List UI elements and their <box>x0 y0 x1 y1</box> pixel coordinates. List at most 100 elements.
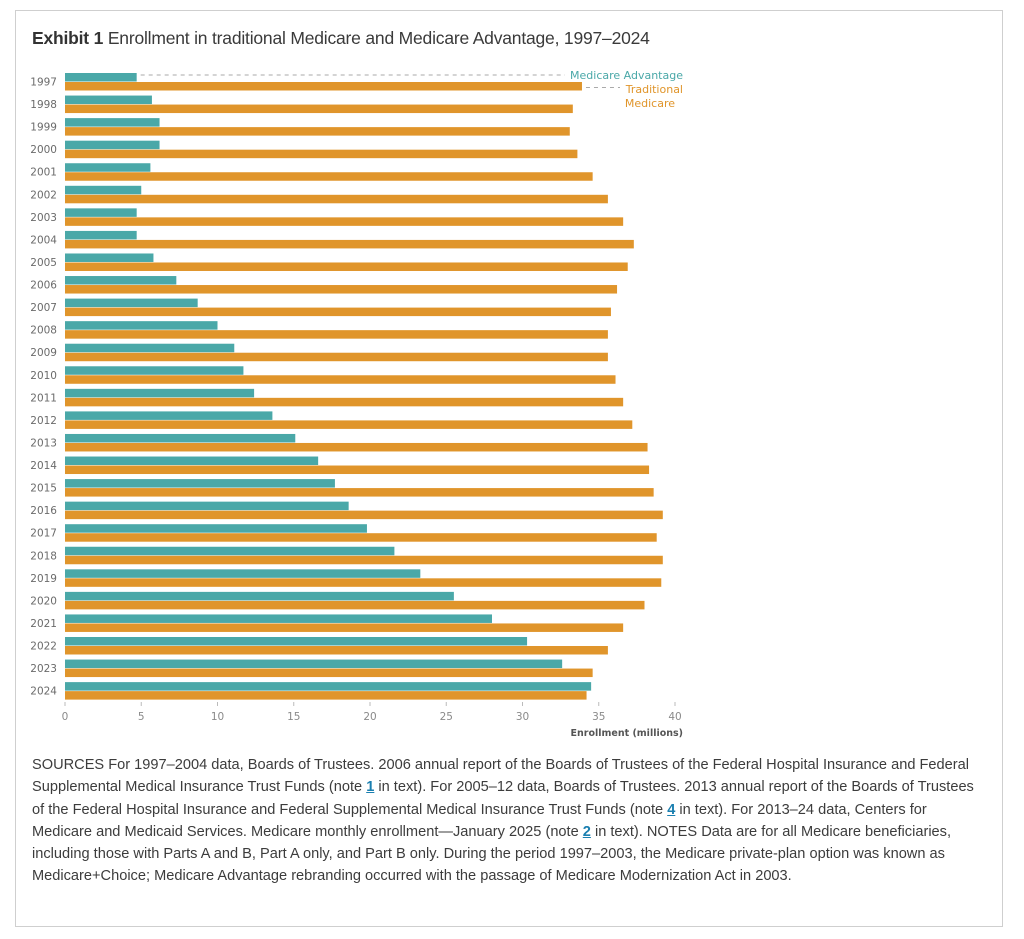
year-label-2017: 2017 <box>30 528 57 540</box>
x-tick-label-10: 10 <box>211 711 224 723</box>
year-label-2004: 2004 <box>30 234 57 246</box>
note-link-2[interactable]: 2 <box>582 823 591 840</box>
year-label-2009: 2009 <box>30 347 57 359</box>
year-label-2001: 2001 <box>30 167 57 179</box>
year-label-1997: 1997 <box>30 77 57 89</box>
year-label-2014: 2014 <box>30 460 57 472</box>
bar-medicare-advantage-2017 <box>65 524 367 533</box>
year-label-2005: 2005 <box>30 257 57 269</box>
bar-traditional-medicare-2013 <box>65 442 648 452</box>
legend-label-traditional-medicare-line-2: Medicare <box>625 97 675 110</box>
bar-traditional-medicare-2023 <box>65 668 593 678</box>
year-label-2002: 2002 <box>30 189 57 201</box>
bar-traditional-medicare-1999 <box>65 127 570 136</box>
bar-traditional-medicare-2019 <box>65 578 662 587</box>
bar-medicare-advantage-2010 <box>65 366 244 375</box>
year-label-2013: 2013 <box>30 437 57 449</box>
bar-traditional-medicare-2006 <box>65 285 618 294</box>
enrollment-bar-chart: 1997199819992000200120022003200420052006… <box>30 69 683 739</box>
bar-medicare-advantage-2012 <box>65 411 273 420</box>
year-label-2021: 2021 <box>30 618 57 630</box>
bar-medicare-advantage-2004 <box>65 230 137 240</box>
year-label-2008: 2008 <box>30 325 57 337</box>
bar-medicare-advantage-2024 <box>65 682 592 691</box>
bar-medicare-advantage-2018 <box>65 546 395 556</box>
bar-traditional-medicare-2017 <box>65 533 657 542</box>
bar-traditional-medicare-2008 <box>65 330 608 339</box>
exhibit-label: Exhibit 1 <box>32 28 104 48</box>
x-tick-label-0: 0 <box>62 711 69 723</box>
bar-medicare-advantage-2013 <box>65 433 296 443</box>
bar-medicare-advantage-2011 <box>65 388 255 398</box>
bar-traditional-medicare-2020 <box>65 600 645 610</box>
note-link-4[interactable]: 4 <box>667 801 676 818</box>
bar-medicare-advantage-2005 <box>65 253 154 262</box>
bar-traditional-medicare-2021 <box>65 623 624 632</box>
year-label-2003: 2003 <box>30 212 57 224</box>
bar-traditional-medicare-2004 <box>65 239 634 249</box>
bar-traditional-medicare-2015 <box>65 488 654 497</box>
year-label-2006: 2006 <box>30 280 57 292</box>
bar-traditional-medicare-2005 <box>65 262 628 271</box>
notes-text-segment: SOURCES For 1997–2004 data, Boards of Tr… <box>32 757 969 796</box>
bar-traditional-medicare-2022 <box>65 646 608 655</box>
year-label-2000: 2000 <box>30 144 57 156</box>
bar-medicare-advantage-2009 <box>65 343 235 353</box>
year-label-2011: 2011 <box>30 392 57 404</box>
bar-medicare-advantage-2001 <box>65 163 151 172</box>
note-link-1[interactable]: 1 <box>366 779 375 796</box>
legend-label-traditional-medicare-line-1: Traditional <box>625 83 683 96</box>
bar-medicare-advantage-2019 <box>65 569 421 578</box>
x-tick-label-20: 20 <box>363 711 376 723</box>
sources-and-notes: SOURCES For 1997–2004 data, Boards of Tr… <box>32 754 987 888</box>
bar-medicare-advantage-2008 <box>65 321 218 330</box>
bar-traditional-medicare-2016 <box>65 510 663 520</box>
legend-label-medicare-advantage: Medicare Advantage <box>570 69 683 82</box>
bar-traditional-medicare-2001 <box>65 172 593 181</box>
x-tick-label-25: 25 <box>440 711 453 723</box>
bar-medicare-advantage-2022 <box>65 637 528 646</box>
bars-group <box>65 73 663 700</box>
year-label-2007: 2007 <box>30 302 57 314</box>
bar-medicare-advantage-2014 <box>65 456 319 466</box>
year-label-2019: 2019 <box>30 573 57 585</box>
year-label-2022: 2022 <box>30 641 57 653</box>
bar-traditional-medicare-2011 <box>65 397 624 407</box>
year-labels-group: 1997 1998 1999 2000 2001 2002 2003 2004 2005 2006… <box>30 77 57 698</box>
bar-traditional-medicare-2012 <box>65 420 633 429</box>
exhibit-title: Exhibit 1 Enrollment in traditional Medi… <box>32 28 650 49</box>
year-label-2010: 2010 <box>30 370 57 382</box>
bar-traditional-medicare-2009 <box>65 352 608 362</box>
x-tick-label-40: 40 <box>668 711 681 723</box>
bar-medicare-advantage-2002 <box>65 185 142 195</box>
bar-traditional-medicare-2018 <box>65 555 663 565</box>
bar-medicare-advantage-2020 <box>65 591 454 601</box>
bar-traditional-medicare-2003 <box>65 217 624 226</box>
bar-medicare-advantage-2016 <box>65 501 349 511</box>
year-label-1999: 1999 <box>30 122 57 134</box>
bar-medicare-advantage-2006 <box>65 276 177 285</box>
x-tick-label-30: 30 <box>516 711 529 723</box>
year-label-2020: 2020 <box>30 595 57 607</box>
year-label-2018: 2018 <box>30 550 57 562</box>
bar-medicare-advantage-2021 <box>65 614 492 623</box>
bar-traditional-medicare-1997 <box>65 82 582 91</box>
exhibit-title-text: Enrollment in traditional Medicare and M… <box>107 28 650 48</box>
year-label-2024: 2024 <box>30 686 57 698</box>
bar-traditional-medicare-2010 <box>65 375 616 384</box>
bar-traditional-medicare-2024 <box>65 691 587 700</box>
bar-traditional-medicare-1998 <box>65 104 573 114</box>
x-tick-label-35: 35 <box>592 711 605 723</box>
bar-medicare-advantage-2000 <box>65 140 160 150</box>
bar-medicare-advantage-2007 <box>65 298 198 308</box>
notes-text-segment: in text). NOTES Data are for all Medicar… <box>32 823 952 885</box>
bar-medicare-advantage-2003 <box>65 208 137 217</box>
year-label-2015: 2015 <box>30 483 57 495</box>
bar-medicare-advantage-1999 <box>65 118 160 127</box>
year-label-2012: 2012 <box>30 415 57 427</box>
notes-text-segment: in text). For 2005–12 data, Boards of Tr… <box>32 779 974 818</box>
bar-traditional-medicare-2002 <box>65 194 608 204</box>
year-label-2023: 2023 <box>30 663 57 675</box>
x-axis: 0 5 10 15 20 25 30 35 40 Enrollment (millions) <box>62 702 683 739</box>
